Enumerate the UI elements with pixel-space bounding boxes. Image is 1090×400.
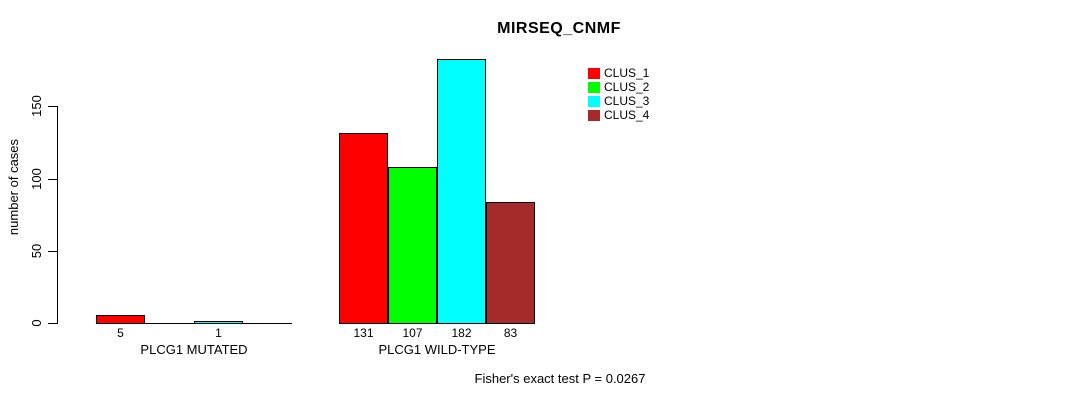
legend-label: CLUS_3 (604, 94, 650, 108)
legend: CLUS_1 CLUS_2 CLUS_3 CLUS_4 (588, 66, 649, 122)
y-axis-line (57, 106, 58, 324)
group-label: PLCG1 WILD-TYPE (378, 342, 496, 357)
legend-swatch-clus_3 (588, 95, 600, 107)
y-axis-tick (48, 178, 57, 180)
group-label: PLCG1 MUTATED (140, 342, 248, 357)
bar-clus_3-group1 (194, 320, 243, 324)
legend-item-clus_2: CLUS_2 (588, 80, 649, 94)
bar-clus_2-group2 (388, 167, 437, 324)
legend-swatch-clus_4 (588, 109, 600, 121)
bar-value-label: 131 (353, 326, 374, 340)
bar-clus_4-group2 (486, 202, 535, 324)
legend-label: CLUS_4 (604, 108, 650, 122)
legend-swatch-clus_1 (588, 67, 600, 79)
bar-clus_1-group2 (339, 132, 388, 324)
y-axis-tick-label: 50 (29, 243, 44, 258)
y-axis-tick (48, 250, 57, 252)
bar-clus_3-group2 (437, 58, 486, 324)
legend-label: CLUS_1 (604, 66, 650, 80)
legend-item-clus_3: CLUS_3 (588, 94, 649, 108)
y-axis-tick (48, 323, 57, 324)
bar-clus_1-group1 (96, 315, 145, 324)
bar-value-label: 5 (117, 326, 124, 340)
legend-swatch-clus_2 (588, 81, 600, 93)
bar-value-label: 182 (451, 326, 472, 340)
bar-value-label: 107 (402, 326, 423, 340)
legend-item-clus_1: CLUS_1 (588, 66, 649, 80)
y-axis-tick-label: 100 (29, 167, 44, 190)
y-axis-tick-label: 150 (29, 95, 44, 117)
y-axis-tick (48, 106, 57, 107)
bar-value-label: 1 (215, 326, 222, 340)
bar-value-label: 83 (503, 326, 518, 340)
fisher-test-caption: Fisher's exact test P = 0.0267 (474, 371, 646, 386)
y-axis-tick-label: 0 (29, 319, 44, 327)
legend-item-clus_4: CLUS_4 (588, 108, 649, 122)
chart-title: MIRSEQ_CNMF (497, 20, 621, 37)
legend-label: CLUS_2 (604, 80, 650, 94)
